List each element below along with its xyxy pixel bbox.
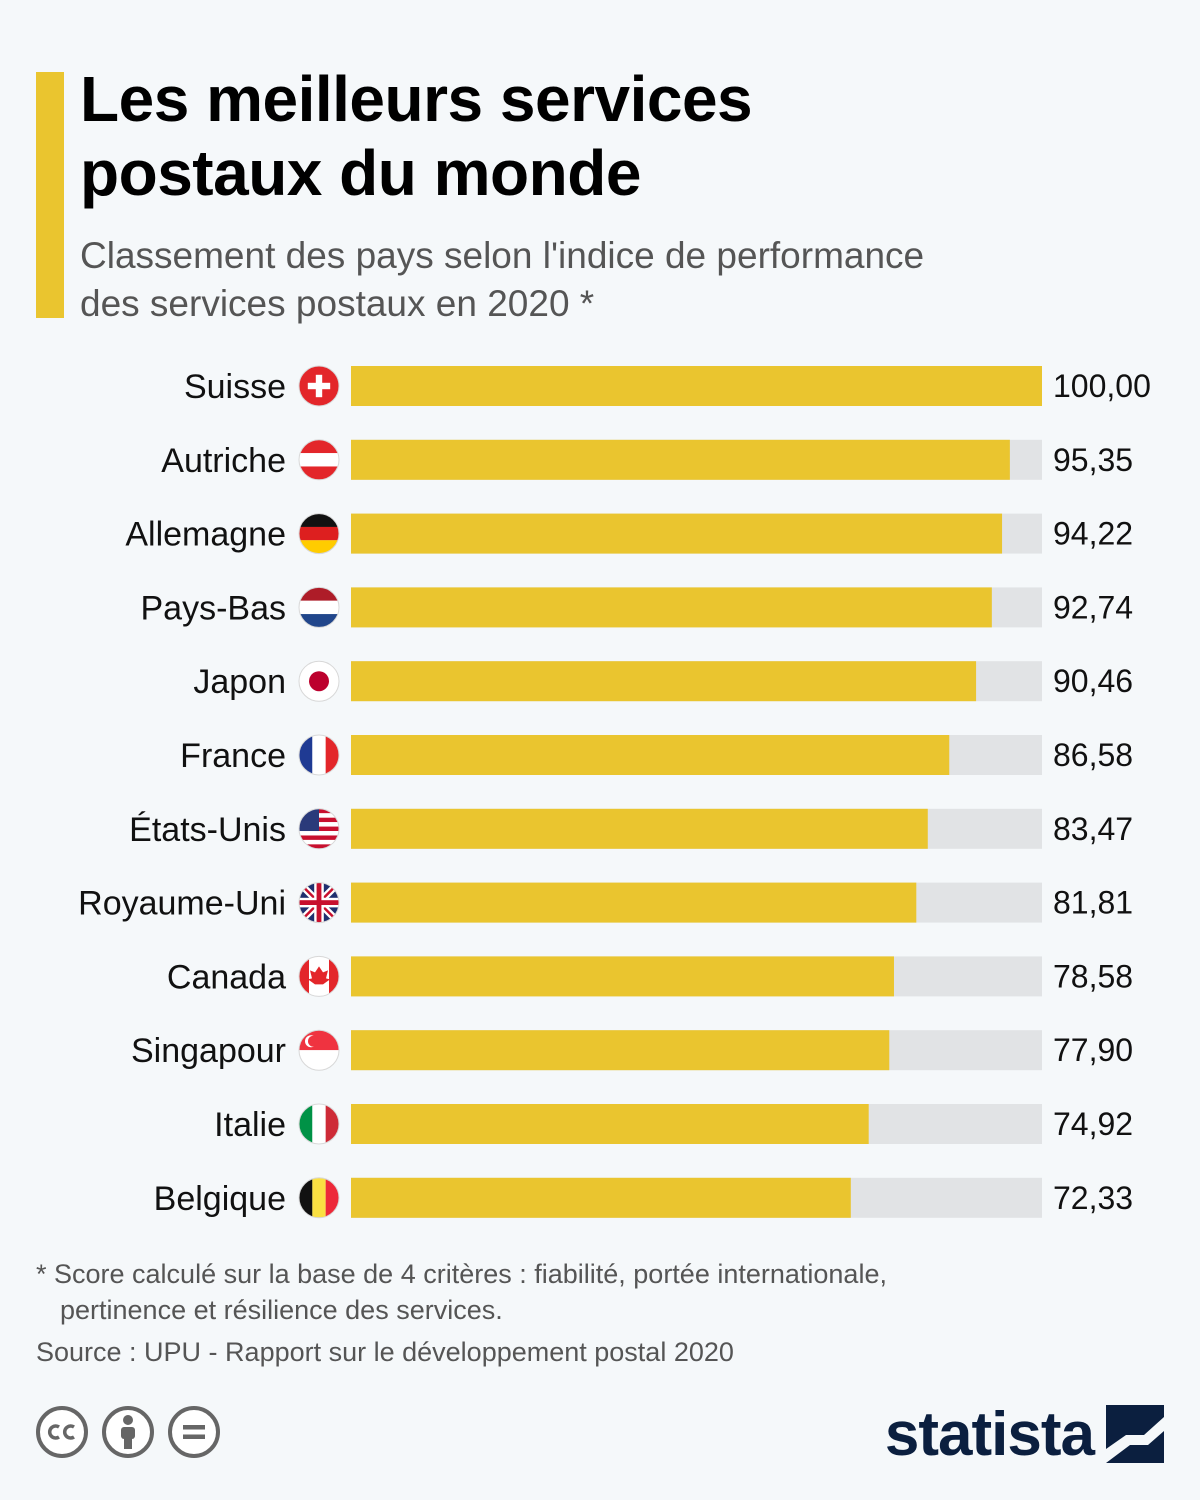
category-label: Suisse bbox=[184, 368, 286, 406]
statista-mark-icon bbox=[1106, 1405, 1164, 1463]
value-label: 95,35 bbox=[1053, 442, 1133, 478]
footnote-line-2: pertinence et résilience des services. bbox=[60, 1295, 503, 1325]
bar bbox=[351, 882, 917, 923]
bar-row: Autriche 95,35 bbox=[161, 439, 1133, 481]
bar-row: Singapour 77,90 bbox=[131, 1029, 1133, 1071]
source-text: Source : UPU - Rapport sur le développem… bbox=[36, 1337, 734, 1367]
value-label: 92,74 bbox=[1053, 589, 1133, 625]
value-label: 77,90 bbox=[1053, 1032, 1133, 1068]
bar-row: Belgique 72,33 bbox=[154, 1177, 1133, 1219]
bar-row: Royaume-Uni 81,81 bbox=[78, 882, 1133, 924]
category-label: Pays-Bas bbox=[141, 589, 287, 627]
value-label: 72,33 bbox=[1053, 1180, 1133, 1216]
bar bbox=[351, 439, 1010, 480]
license-icons bbox=[36, 1406, 220, 1458]
footnote-line-1: * Score calculé sur la base de 4 critère… bbox=[36, 1259, 887, 1289]
brand-name: statista bbox=[884, 1399, 1095, 1469]
bar bbox=[351, 956, 894, 997]
germany-flag-icon bbox=[298, 513, 340, 555]
category-label: Singapour bbox=[131, 1032, 286, 1070]
usa-flag-icon bbox=[298, 808, 340, 850]
belgium-flag-icon bbox=[298, 1177, 340, 1219]
bar bbox=[351, 661, 977, 702]
value-label: 74,92 bbox=[1053, 1106, 1133, 1142]
value-label: 83,47 bbox=[1053, 811, 1133, 847]
bar bbox=[351, 366, 1042, 406]
value-label: 78,58 bbox=[1053, 958, 1133, 994]
title-line-1: Les meilleurs services bbox=[80, 63, 753, 135]
bar bbox=[351, 1030, 890, 1071]
subtitle-line-2: des services postaux en 2020 * bbox=[80, 283, 595, 324]
bar-row: États-Unis 83,47 bbox=[129, 808, 1133, 850]
value-label: 86,58 bbox=[1053, 737, 1133, 773]
bar-row: Pays-Bas 92,74 bbox=[141, 586, 1133, 628]
accent-bar bbox=[36, 72, 64, 318]
bar-row: Canada 78,58 bbox=[167, 955, 1133, 997]
switzerland-flag-icon bbox=[298, 365, 340, 407]
subtitle-line-1: Classement des pays selon l'indice de pe… bbox=[80, 235, 925, 276]
category-label: États-Unis bbox=[129, 811, 286, 849]
title-line-2: postaux du monde bbox=[80, 137, 641, 209]
bar-row: Italie 74,92 bbox=[214, 1103, 1133, 1145]
statista-logo: statista bbox=[885, 1398, 1164, 1470]
value-label: 100,00 bbox=[1053, 368, 1151, 404]
category-label: Royaume-Uni bbox=[78, 885, 286, 923]
austria-flag-icon bbox=[298, 439, 340, 481]
bar-row: France 86,58 bbox=[180, 734, 1133, 776]
cc-icon[interactable] bbox=[36, 1406, 88, 1458]
category-label: Allemagne bbox=[125, 516, 286, 554]
category-label: Canada bbox=[167, 958, 286, 996]
no-derivatives-icon[interactable] bbox=[168, 1406, 220, 1458]
bar bbox=[351, 513, 1003, 554]
bar-row: Japon 90,46 bbox=[193, 660, 1133, 702]
bar bbox=[351, 808, 928, 849]
france-flag-icon bbox=[298, 734, 340, 776]
footnote: * Score calculé sur la base de 4 critère… bbox=[36, 1256, 1156, 1370]
bar bbox=[351, 1177, 851, 1218]
italy-flag-icon bbox=[298, 1103, 340, 1145]
category-label: Italie bbox=[214, 1106, 286, 1144]
bar-chart: Suisse 100,00 Autriche 95,35 Allemagne 94,22 P… bbox=[78, 365, 1151, 1219]
category-label: France bbox=[180, 737, 286, 775]
uk-flag-icon bbox=[298, 882, 340, 924]
japan-flag-icon bbox=[298, 660, 340, 702]
netherlands-flag-icon bbox=[298, 586, 340, 628]
bar-row: Suisse 100,00 bbox=[184, 365, 1151, 407]
category-label: Japon bbox=[193, 663, 286, 701]
attribution-icon[interactable] bbox=[102, 1406, 154, 1458]
category-label: Belgique bbox=[154, 1180, 286, 1218]
category-label: Autriche bbox=[161, 442, 286, 480]
page-subtitle: Classement des pays selon l'indice de pe… bbox=[80, 232, 1160, 328]
bar bbox=[351, 1104, 869, 1144]
singapore-flag-icon bbox=[298, 1029, 340, 1071]
bar-row: Allemagne 94,22 bbox=[125, 513, 1133, 555]
value-label: 81,81 bbox=[1053, 885, 1133, 921]
value-label: 90,46 bbox=[1053, 663, 1133, 699]
page-title: Les meilleurs services postaux du monde bbox=[80, 62, 1160, 210]
value-label: 94,22 bbox=[1053, 516, 1133, 552]
bar bbox=[351, 587, 992, 628]
canada-flag-icon bbox=[298, 955, 340, 997]
bar bbox=[351, 735, 950, 775]
